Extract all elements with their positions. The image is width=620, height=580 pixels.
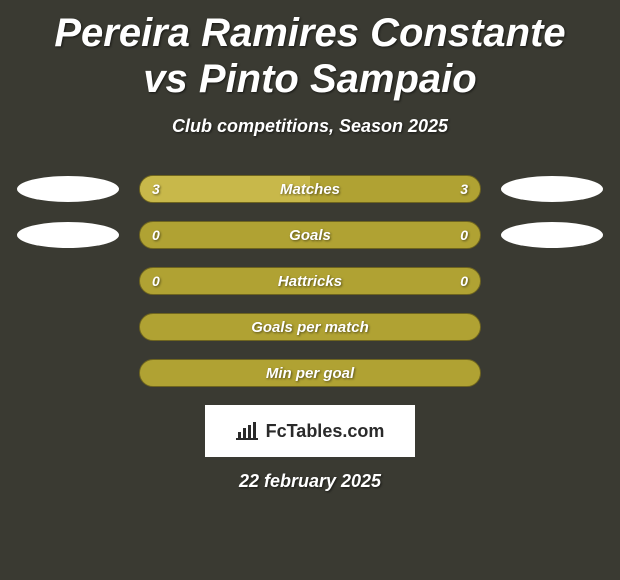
right-ellipse [501, 222, 603, 248]
logo-box: FcTables.com [205, 405, 415, 457]
stat-bar: Min per goal [139, 359, 481, 387]
stat-label: Goals per match [152, 319, 468, 336]
stat-right-value: 3 [460, 181, 468, 197]
stat-left-value: 0 [152, 227, 160, 243]
stat-bar-text: Min per goal [140, 360, 480, 386]
stat-bar: 0Hattricks0 [139, 267, 481, 295]
stat-right-value: 0 [460, 227, 468, 243]
stat-label: Min per goal [152, 365, 468, 382]
stat-bar: 0Goals0 [139, 221, 481, 249]
stats-list: 3Matches30Goals00Hattricks0Goals per mat… [0, 175, 620, 387]
stat-bar-text: Goals per match [140, 314, 480, 340]
stat-bar-text: 0Hattricks0 [140, 268, 480, 294]
stat-row: 0Goals0 [0, 221, 620, 249]
stat-label: Hattricks [160, 273, 460, 290]
logo-text: FcTables.com [266, 421, 385, 442]
stat-row: 0Hattricks0 [0, 267, 620, 295]
stat-row: 3Matches3 [0, 175, 620, 203]
stat-label: Goals [160, 227, 460, 244]
stat-bar: 3Matches3 [139, 175, 481, 203]
stat-bar-text: 3Matches3 [140, 176, 480, 202]
left-ellipse [17, 176, 119, 202]
stat-label: Matches [160, 181, 460, 198]
footer: FcTables.com 22 february 2025 [0, 405, 620, 492]
stat-left-value: 0 [152, 273, 160, 289]
stat-row: Goals per match [0, 313, 620, 341]
left-ellipse [17, 222, 119, 248]
stat-bar: Goals per match [139, 313, 481, 341]
date-text: 22 february 2025 [239, 471, 381, 492]
subtitle: Club competitions, Season 2025 [0, 116, 620, 137]
stat-bar-text: 0Goals0 [140, 222, 480, 248]
page-title: Pereira Ramires Constante vs Pinto Sampa… [0, 0, 620, 102]
stat-right-value: 0 [460, 273, 468, 289]
comparison-infographic: Pereira Ramires Constante vs Pinto Sampa… [0, 0, 620, 580]
stat-row: Min per goal [0, 359, 620, 387]
right-ellipse [501, 176, 603, 202]
stat-left-value: 3 [152, 181, 160, 197]
chart-icon [236, 422, 258, 440]
